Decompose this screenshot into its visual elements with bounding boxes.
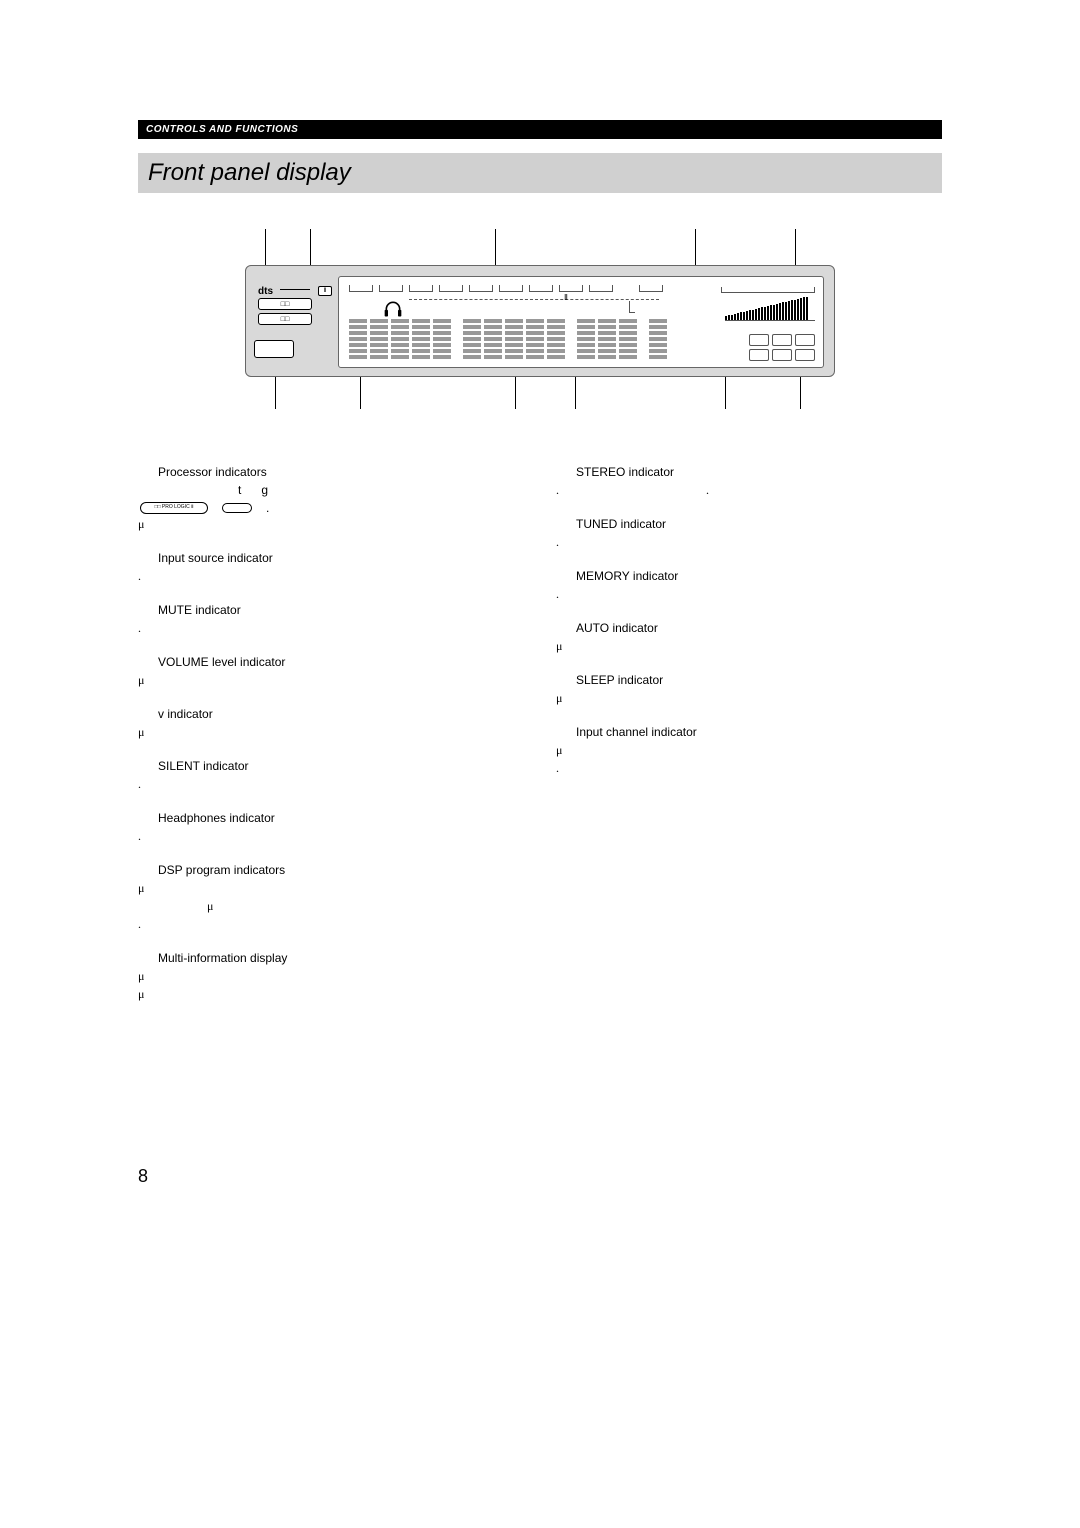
indicator-note: . <box>138 775 524 793</box>
indicator-note: μ <box>138 671 524 689</box>
indicator-note: μ <box>138 967 524 985</box>
indicator-title: Multi-information display <box>138 949 524 967</box>
indicator-note: μ <box>138 985 524 1003</box>
indicator-note: μ <box>556 741 942 759</box>
right-column: STEREO indicator. .TUNED indicator.MEMOR… <box>556 463 942 1003</box>
indicator-title: SLEEP indicator <box>556 671 942 689</box>
indicator-note: . <box>138 567 524 585</box>
indicator-note: μ <box>138 897 524 915</box>
indicator-title: TUNED indicator <box>556 515 942 533</box>
virtual-box <box>254 340 294 358</box>
indicator-title: v indicator <box>138 705 524 723</box>
indicator-title: Processor indicators <box>138 463 524 481</box>
channel-indicator <box>749 334 815 361</box>
indicator-title: VOLUME level indicator <box>138 653 524 671</box>
indicator-note: μ <box>556 689 942 707</box>
indicator-title: Input channel indicator <box>556 723 942 741</box>
volume-indicator <box>725 295 815 321</box>
indicator-title: AUTO indicator <box>556 619 942 637</box>
indicator-note: . <box>556 533 942 551</box>
page-title: Front panel display <box>138 153 942 193</box>
section-header: CONTROLS AND FUNCTIONS <box>138 120 942 139</box>
headphones-icon <box>383 299 403 319</box>
indicator-note: μ <box>556 637 942 655</box>
prologic-mini-diagram: □□ PRO LOGIC Ⅱ. <box>138 501 524 515</box>
indicator-title: MUTE indicator <box>138 601 524 619</box>
indicator-title: SILENT indicator <box>138 757 524 775</box>
indicator-title: DSP program indicators <box>138 861 524 879</box>
segment-display <box>349 319 667 359</box>
left-column: Processor indicatorst g□□ PRO LOGIC Ⅱ.μI… <box>138 463 524 1003</box>
indicator-title: Input source indicator <box>138 549 524 567</box>
indicator-note: μ <box>138 879 524 897</box>
indicator-note: . <box>556 759 942 777</box>
indicator-note: . <box>556 585 942 603</box>
indicator-title: MEMORY indicator <box>556 567 942 585</box>
indicator-note: . <box>138 915 524 933</box>
indicator-title: STEREO indicator <box>556 463 942 481</box>
indicator-note: . <box>138 827 524 845</box>
display-panel: dts □□ □□ Ⅱ Ⅱ <box>245 265 835 377</box>
indicator-title: Headphones indicator <box>138 809 524 827</box>
processor-logos: dts □□ □□ <box>258 286 312 328</box>
indicator-note: . . <box>556 481 942 499</box>
pl2-box: Ⅱ <box>318 286 332 296</box>
front-panel-diagram: dts □□ □□ Ⅱ Ⅱ <box>245 229 835 409</box>
page-number: 8 <box>138 1166 148 1187</box>
indicator-note: μ <box>138 515 524 533</box>
lcd-area: Ⅱ <box>338 276 824 368</box>
indicator-note: . <box>138 619 524 637</box>
indicator-note: μ <box>138 723 524 741</box>
